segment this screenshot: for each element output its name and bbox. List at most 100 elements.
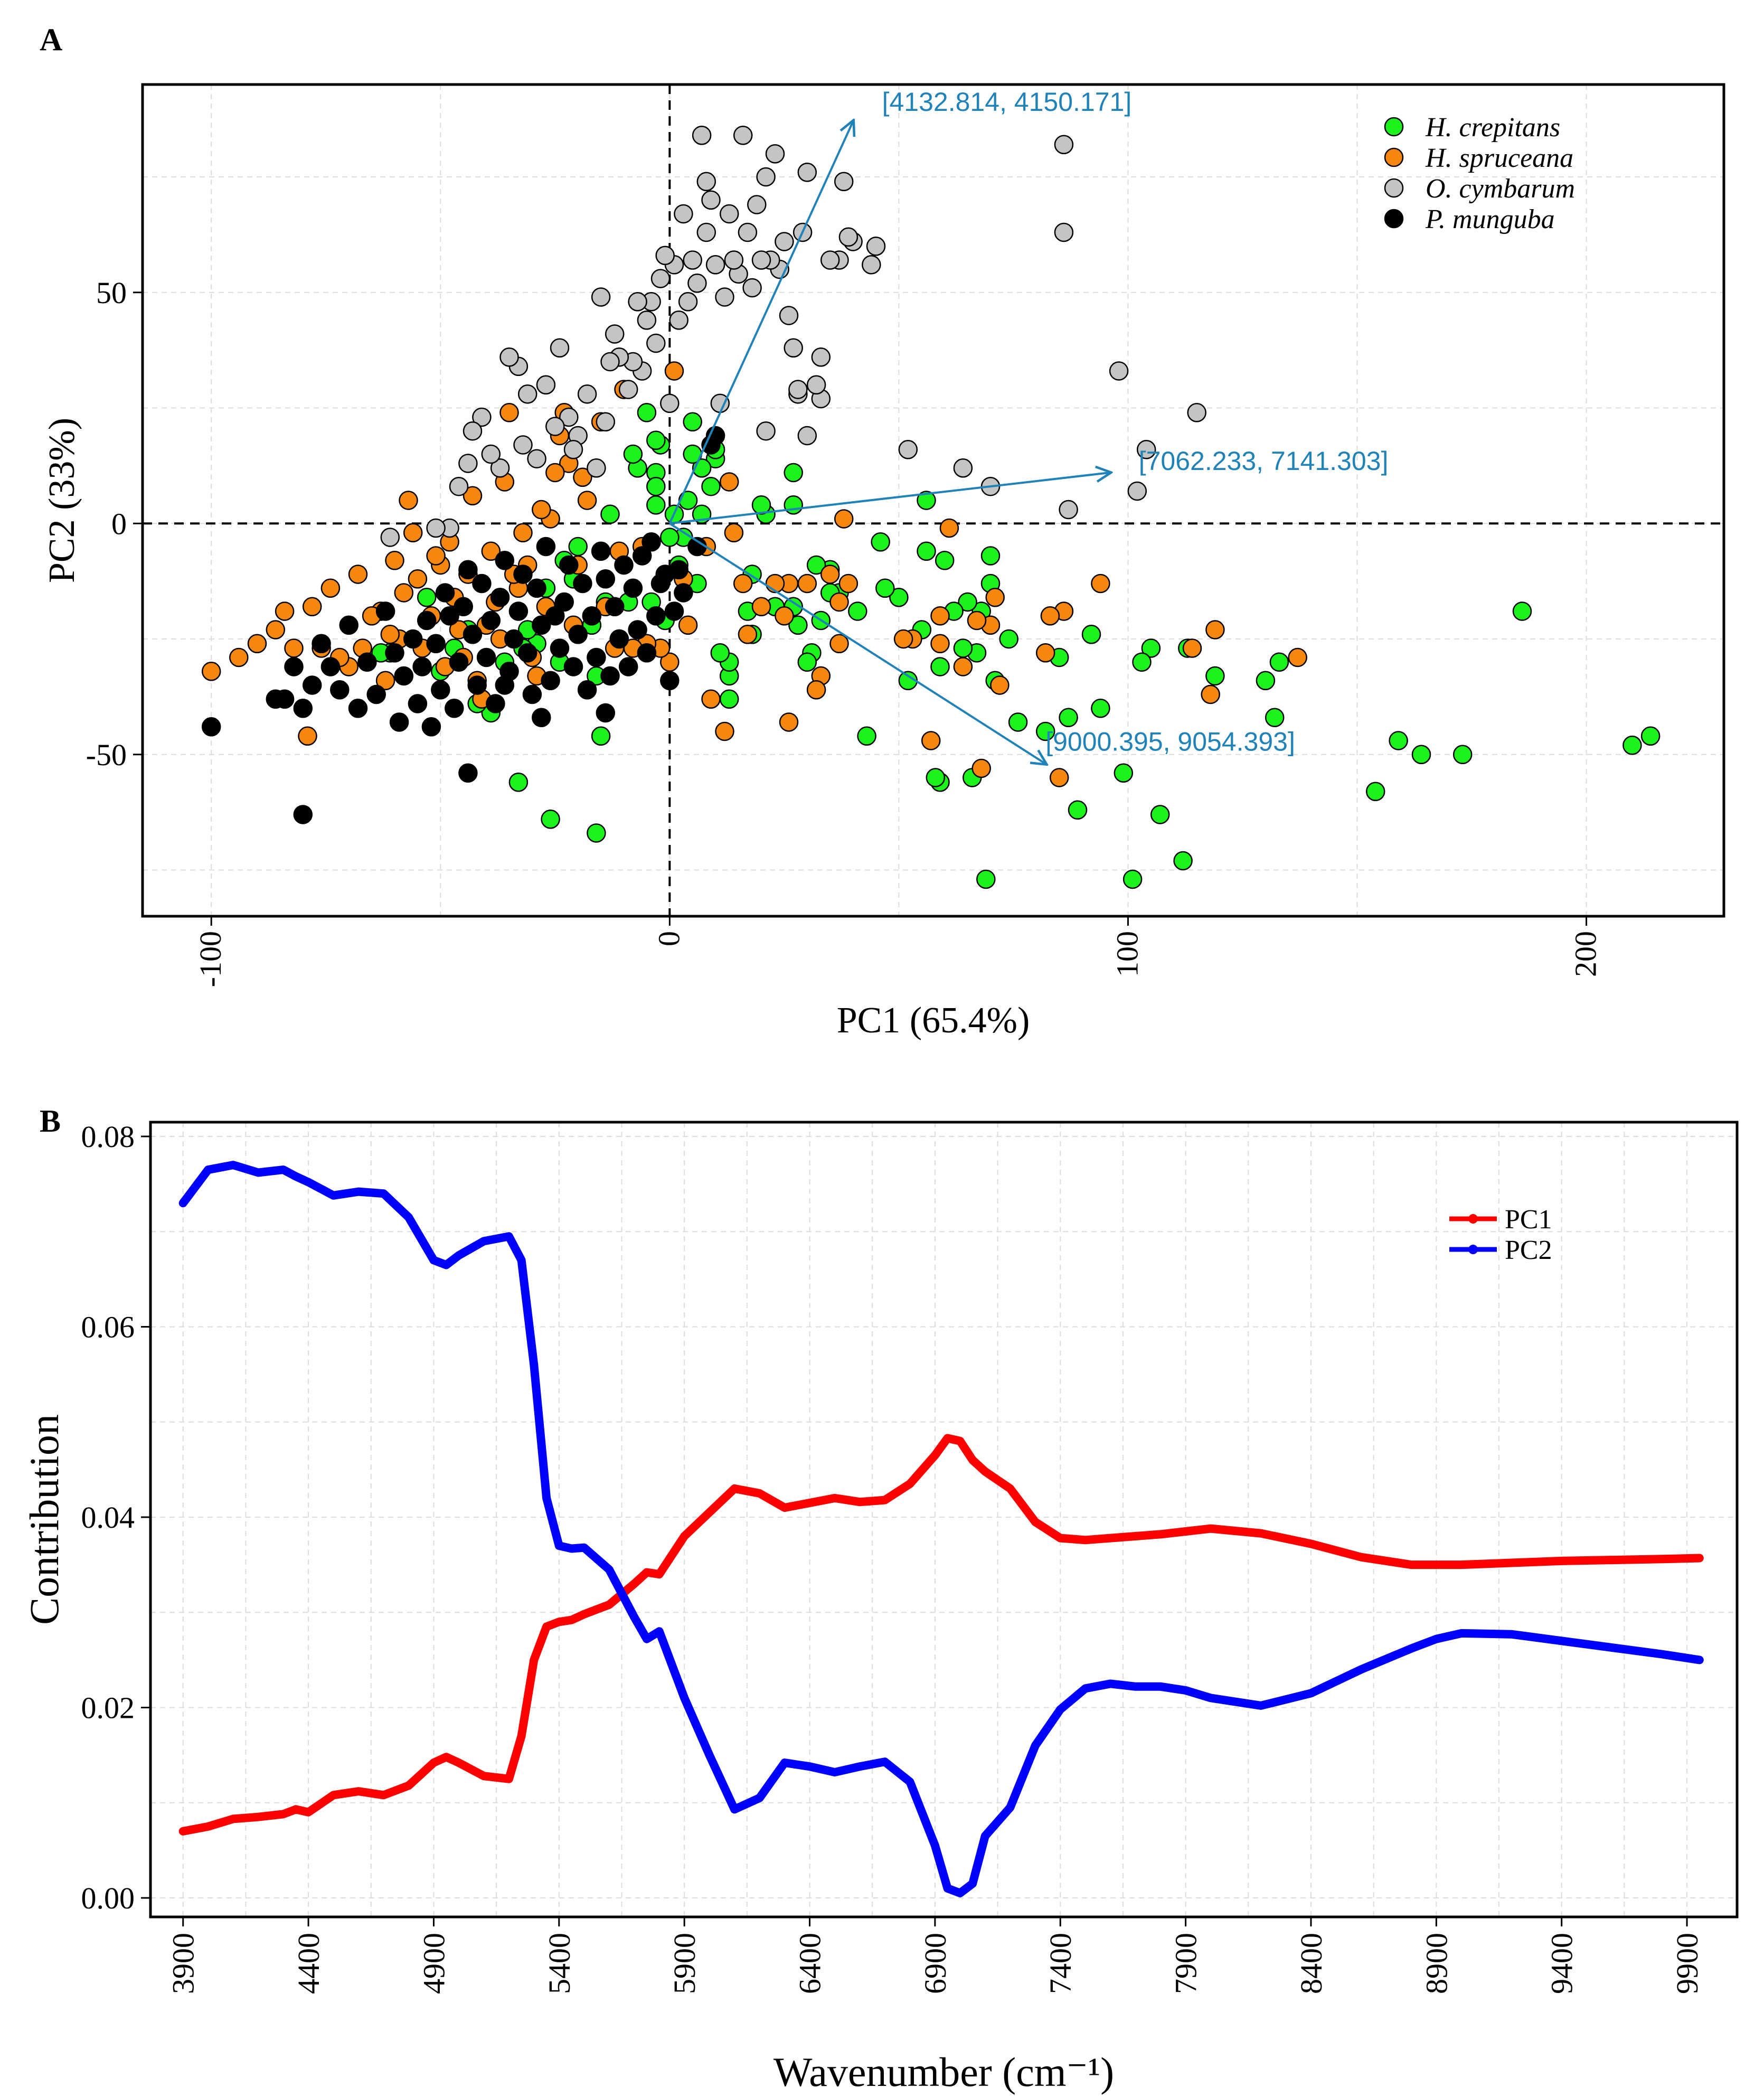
scatter-point bbox=[678, 491, 698, 510]
scatter-point bbox=[664, 361, 684, 381]
scatter-point bbox=[385, 643, 404, 663]
scatter-point bbox=[293, 699, 313, 718]
x-tick-label: 7400 bbox=[1043, 1933, 1078, 1994]
scatter-point bbox=[701, 689, 721, 709]
scatter-point bbox=[490, 458, 510, 478]
scatter-point bbox=[751, 597, 771, 617]
scatter-point bbox=[985, 588, 1005, 607]
scatter-point bbox=[596, 703, 616, 723]
scatter-point bbox=[797, 652, 817, 672]
scatter-point bbox=[275, 601, 295, 621]
scatter-point bbox=[930, 606, 950, 626]
scatter-point bbox=[705, 255, 725, 275]
scatter-point bbox=[674, 583, 693, 603]
scatter-point bbox=[784, 463, 803, 483]
scatter-point bbox=[1127, 481, 1147, 501]
scatter-point bbox=[1512, 601, 1532, 621]
scatter-point bbox=[609, 629, 629, 649]
scatter-point bbox=[357, 652, 377, 672]
scatter-point bbox=[490, 588, 510, 607]
y-tick-label: 0.02 bbox=[81, 1690, 135, 1725]
y-tick-label: 0 bbox=[111, 506, 127, 541]
scatter-point bbox=[797, 163, 817, 182]
scatter-point bbox=[967, 610, 987, 631]
legend-label: PC2 bbox=[1505, 1235, 1552, 1265]
scatter-point bbox=[917, 541, 936, 561]
scatter-point bbox=[577, 491, 597, 510]
scatter-point bbox=[412, 657, 432, 676]
scatter-point bbox=[683, 412, 702, 432]
scatter-point bbox=[724, 250, 744, 270]
scatter-point bbox=[463, 486, 483, 506]
scatter-point bbox=[375, 601, 395, 621]
scatter-point bbox=[1389, 731, 1408, 750]
scatter-point bbox=[229, 647, 249, 667]
y-axis-title: Contribution bbox=[21, 1414, 67, 1625]
scatter-point bbox=[545, 417, 565, 436]
scatter-point bbox=[1141, 638, 1161, 658]
scatter-point bbox=[953, 458, 973, 478]
panel-b-contribution-chart: B 3900 4400 4900 5400 5900 6400 6900 7400 7900 84… bbox=[21, 1104, 1739, 2095]
legend-label: O. cymbarum bbox=[1426, 174, 1575, 204]
scatter-point bbox=[284, 638, 304, 658]
scatter-point bbox=[573, 467, 592, 487]
scatter-point bbox=[829, 634, 849, 654]
scatter-point bbox=[591, 541, 611, 561]
x-tick-label: 6400 bbox=[793, 1933, 827, 1994]
scatter-point bbox=[499, 403, 519, 422]
scatter-point bbox=[646, 333, 666, 353]
scatter-point bbox=[958, 592, 977, 612]
scatter-point bbox=[751, 250, 771, 270]
scatter-point bbox=[463, 421, 483, 441]
scatter-point bbox=[765, 144, 785, 164]
scatter-point bbox=[797, 426, 817, 446]
scatter-point bbox=[348, 565, 368, 584]
scatter-point bbox=[399, 491, 418, 510]
legend-swatch bbox=[1384, 117, 1404, 137]
scatter-point bbox=[559, 407, 579, 427]
scatter-point bbox=[866, 237, 886, 256]
y-tick-label: 50 bbox=[96, 276, 127, 310]
scatter-point bbox=[646, 476, 666, 496]
scatter-point bbox=[806, 680, 826, 700]
scatter-point bbox=[302, 675, 322, 695]
series-o-cymbarum bbox=[380, 126, 1206, 547]
scatter-point bbox=[389, 712, 409, 732]
scatter-point bbox=[1091, 699, 1110, 718]
x-tick-label: -100 bbox=[193, 931, 228, 987]
scatter-point bbox=[848, 601, 867, 621]
y-tick-label: 0.00 bbox=[81, 1881, 135, 1915]
y-tick-label: 0.08 bbox=[81, 1120, 135, 1154]
scatter-point bbox=[756, 167, 776, 187]
scatter-point bbox=[1182, 638, 1202, 658]
scatter-point bbox=[421, 717, 441, 737]
scatter-point bbox=[829, 592, 849, 612]
scatter-point bbox=[600, 352, 620, 372]
scatter-point bbox=[1059, 708, 1078, 728]
scatter-point bbox=[862, 255, 881, 275]
legend-swatch bbox=[1384, 147, 1404, 167]
scatter-point bbox=[1122, 869, 1143, 889]
scatter-point bbox=[1150, 805, 1170, 824]
x-tick-label: 5900 bbox=[667, 1933, 702, 1994]
scatter-point bbox=[380, 625, 400, 644]
scatter-point bbox=[339, 615, 359, 635]
scatter-point bbox=[893, 629, 913, 649]
legend-swatch-dot bbox=[1468, 1245, 1478, 1254]
legend-swatch-dot bbox=[1468, 1214, 1478, 1224]
scatter-point bbox=[426, 518, 446, 538]
scatter-point bbox=[554, 592, 574, 612]
scatter-point bbox=[628, 620, 647, 640]
scatter-point bbox=[642, 532, 661, 552]
series-line-pc1 bbox=[178, 1434, 1704, 1836]
scatter-point bbox=[532, 615, 551, 635]
scatter-point bbox=[1201, 684, 1220, 704]
scatter-point bbox=[587, 458, 606, 478]
scatter-point bbox=[623, 578, 643, 598]
scatter-point bbox=[1365, 782, 1385, 802]
x-axis-title: Wavenumber (cm⁻¹) bbox=[773, 2049, 1114, 2095]
scatter-point bbox=[508, 601, 529, 621]
scatter-point bbox=[517, 643, 537, 663]
scatter-point bbox=[481, 541, 501, 561]
